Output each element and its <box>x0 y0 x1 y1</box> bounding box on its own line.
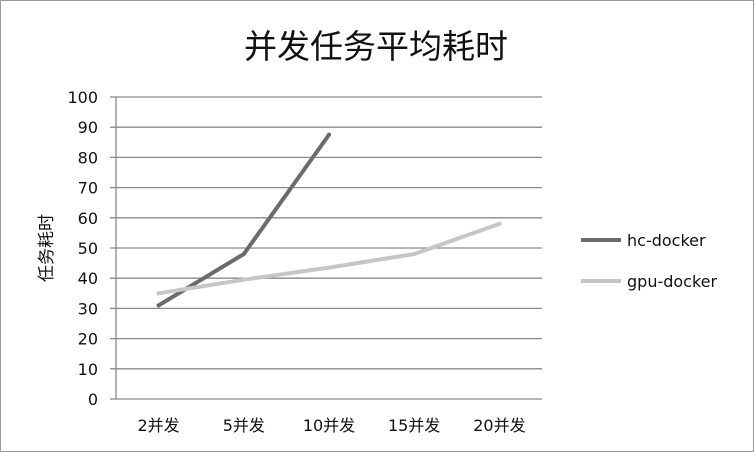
data-point-gpu-docker-0 <box>156 291 161 296</box>
x-tick-label-0: 2并发 <box>138 416 180 435</box>
x-tick-label-2: 10并发 <box>303 416 355 435</box>
data-point-hc-docker-1 <box>241 252 246 257</box>
legend: hc-docker gpu-docker <box>581 231 718 291</box>
series-lines <box>156 132 502 308</box>
data-point-gpu-docker-4 <box>497 221 502 226</box>
y-tick-label-70: 70 <box>78 179 98 198</box>
data-point-hc-docker-0 <box>156 303 161 308</box>
data-point-hc-docker-2 <box>327 132 331 137</box>
y-tick-label-10: 10 <box>78 360 98 379</box>
grid-lines <box>110 96 542 400</box>
y-tick-label-100: 100 <box>67 88 98 107</box>
y-tick-label-80: 80 <box>78 148 98 167</box>
y-tick-label-50: 50 <box>78 239 98 258</box>
y-tick-label-0: 0 <box>88 390 98 409</box>
x-axis-ticks: 2并发 5并发 10并发 15并发 20并发 <box>138 416 526 435</box>
x-tick-label-1: 5并发 <box>223 416 265 435</box>
y-tick-label-20: 20 <box>78 330 98 349</box>
y-axis-ticks: 0 10 20 30 40 50 60 70 80 90 100 <box>67 88 98 409</box>
x-tick-label-4: 20并发 <box>473 416 525 435</box>
y-tick-label-30: 30 <box>78 299 98 318</box>
y-tick-label-90: 90 <box>78 118 98 137</box>
data-point-gpu-docker-2 <box>327 265 331 270</box>
y-axis-label: 任务耗时 <box>37 214 57 282</box>
data-point-gpu-docker-1 <box>241 277 246 282</box>
y-tick-label-60: 60 <box>78 209 98 228</box>
legend-label-gpu-docker: gpu-docker <box>627 272 718 291</box>
chart-title: 并发任务平均耗时 <box>244 27 508 66</box>
series-line-gpu-docker <box>156 221 502 296</box>
y-tick-label-40: 40 <box>78 269 98 288</box>
legend-label-hc-docker: hc-docker <box>627 231 706 250</box>
x-tick-label-3: 15并发 <box>388 416 440 435</box>
data-point-gpu-docker-3 <box>412 252 417 257</box>
